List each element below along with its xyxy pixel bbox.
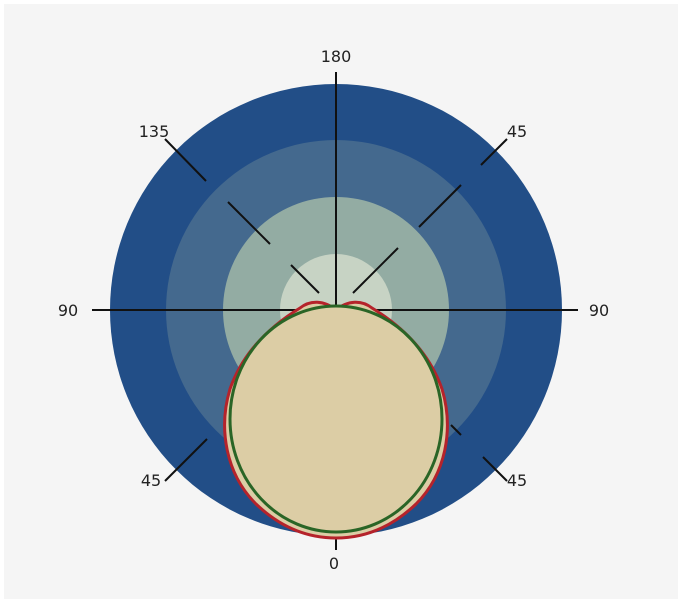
angle-label-upper-right: 45: [507, 122, 527, 141]
angle-label-lower-right: 45: [507, 471, 527, 490]
angle-label-lower-left: 45: [141, 471, 161, 490]
diagram-canvas: 180 135 45 90 90 45 45 0: [4, 4, 678, 599]
angle-label-right: 90: [589, 301, 609, 320]
pattern-green-outline: [228, 304, 444, 534]
tick-lower-left: [164, 438, 208, 482]
angle-label-left: 90: [58, 301, 78, 320]
tick-lower-right-inner: [450, 424, 462, 436]
tick-45-inner: [352, 247, 399, 294]
tick-135-outer: [164, 138, 207, 182]
tick-135-inner: [290, 264, 320, 294]
angle-label-upper-left: 135: [139, 122, 170, 141]
angle-label-top: 180: [321, 47, 352, 66]
angle-label-bottom: 0: [329, 554, 339, 573]
tick-45-outer: [480, 138, 508, 166]
tick-135-mid: [227, 201, 271, 245]
tick-45-mid: [418, 184, 462, 228]
tick-lower-right-outer: [482, 456, 508, 482]
polar-diagram: 180 135 45 90 90 45 45 0: [58, 47, 609, 573]
